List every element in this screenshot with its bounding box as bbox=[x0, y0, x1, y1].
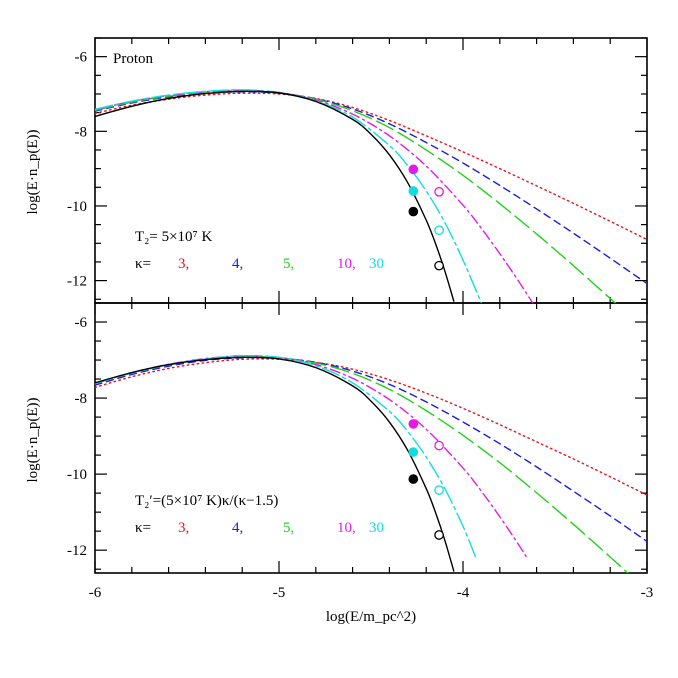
series-10 bbox=[95, 89, 534, 303]
open-circle-marker bbox=[434, 186, 444, 197]
series-30 bbox=[95, 355, 477, 559]
bottom-y-axis-label: log(E·n_p(E)) bbox=[25, 398, 41, 483]
top-y-axis-label: log(E·n_p(E)) bbox=[25, 130, 41, 215]
bottom-temperature-label: T₂′=(5×10⁷ K)κ/(κ−1.5) bbox=[135, 493, 278, 509]
legend-kappa-5: 5, bbox=[283, 520, 294, 536]
panel-label-proton: Proton bbox=[113, 51, 154, 67]
bottom-panel-frame bbox=[94, 302, 648, 574]
legend-kappa-5: 5, bbox=[283, 256, 294, 272]
top-ytick-label: -10 bbox=[67, 199, 87, 215]
legend-kappa-3: 3, bbox=[178, 520, 189, 536]
filled-circle-marker bbox=[408, 474, 419, 484]
legend-kappa-30: 30 bbox=[369, 256, 384, 272]
bottom-ytick-label: -12 bbox=[67, 543, 87, 559]
x-axis-label: log(E/m_pc^2) bbox=[326, 609, 416, 625]
legend-kappa-3: 3, bbox=[178, 256, 189, 272]
filled-circle-marker bbox=[408, 447, 419, 457]
open-circle-marker bbox=[434, 260, 444, 271]
legend-kappa-4: 4, bbox=[232, 256, 243, 272]
top-ytick-label: -12 bbox=[67, 274, 87, 290]
xtick-label: -3 bbox=[641, 585, 654, 601]
xtick-label: -4 bbox=[457, 585, 470, 601]
legend-kappa-10: 10, bbox=[337, 520, 356, 536]
filled-circle-marker bbox=[408, 206, 419, 217]
xtick-label: -5 bbox=[273, 585, 286, 601]
top-kappa-legend: κ= 3, 4, 5, 10, 30 bbox=[135, 256, 384, 272]
series-4 bbox=[95, 356, 647, 543]
bottom-ytick-label: -8 bbox=[75, 391, 88, 407]
top-ytick-label: -8 bbox=[75, 124, 88, 140]
top-temperature-label: T₂= 5×10⁷ K bbox=[135, 229, 213, 245]
open-circle-marker bbox=[434, 440, 444, 451]
top-ytick-label: -6 bbox=[75, 50, 88, 66]
bottom-ytick-label: -10 bbox=[67, 467, 87, 483]
bottom-kappa-legend: κ= 3, 4, 5, 10, 30 bbox=[135, 520, 384, 536]
xtick-label: -6 bbox=[89, 585, 102, 601]
legend-kappa-10: 10, bbox=[337, 256, 356, 272]
series-30 bbox=[95, 89, 483, 303]
open-circle-marker bbox=[434, 530, 444, 540]
top-panel-curves bbox=[95, 89, 647, 303]
series-maxwellian bbox=[95, 356, 455, 572]
legend-kappa-30: 30 bbox=[369, 520, 384, 536]
series-maxwellian bbox=[95, 90, 455, 302]
series-4 bbox=[95, 91, 647, 285]
series-5 bbox=[95, 90, 617, 303]
filled-circle-marker bbox=[408, 164, 419, 175]
series-3 bbox=[95, 92, 647, 241]
bottom-ytick-label: -6 bbox=[75, 315, 88, 331]
kappa-prefix: κ= bbox=[135, 256, 151, 272]
filled-circle-marker bbox=[408, 419, 419, 429]
kappa-prefix: κ= bbox=[135, 520, 151, 536]
open-circle-marker bbox=[434, 225, 444, 236]
series-10 bbox=[95, 355, 529, 560]
series-5 bbox=[95, 355, 629, 573]
series-3 bbox=[95, 358, 647, 496]
bottom-panel-curves bbox=[95, 355, 647, 573]
open-circle-marker bbox=[434, 485, 444, 495]
filled-circle-marker bbox=[408, 186, 419, 196]
legend-kappa-4: 4, bbox=[232, 520, 243, 536]
